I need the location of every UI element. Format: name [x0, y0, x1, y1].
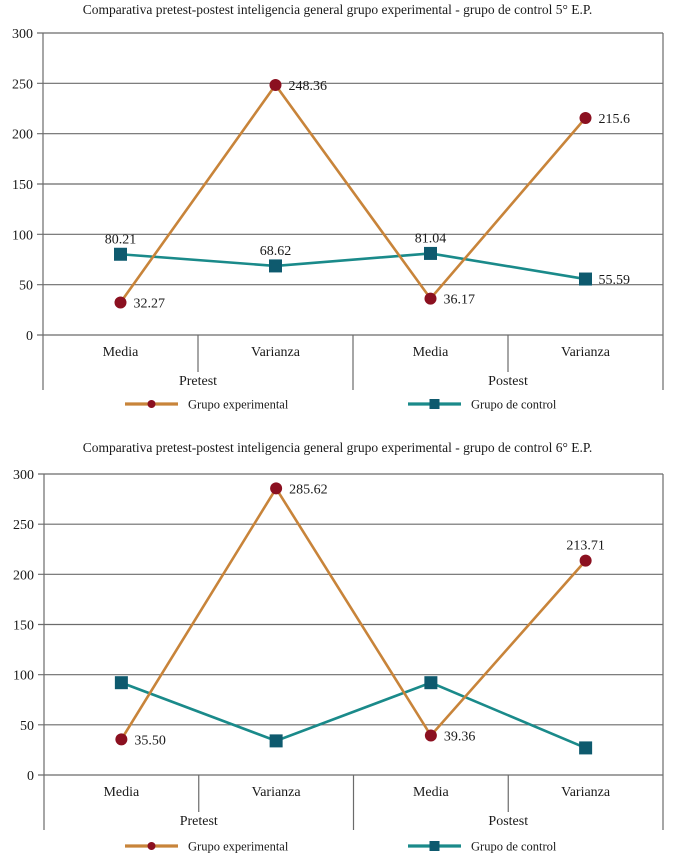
chart-title: Comparativa pretest-postest inteligencia… — [82, 2, 593, 17]
legend-marker-square-icon — [429, 399, 440, 409]
data-label: 68.62 — [260, 244, 292, 259]
data-label: 80.21 — [105, 232, 137, 247]
chart-title: Comparativa pretest-postest inteligencia… — [82, 440, 593, 455]
data-label: 248.36 — [289, 79, 328, 94]
data-point-experimental — [270, 482, 283, 495]
y-tick-label: 100 — [12, 228, 33, 243]
data-point-experimental — [579, 554, 592, 567]
data-point-control — [424, 246, 437, 260]
data-point-control — [424, 676, 438, 690]
x-tick-label: Media — [413, 785, 450, 800]
line-chart-5ep: 0 50 100 150 200 250 300 Media Varianza Media Vari… — [12, 27, 664, 412]
y-tick-label: 250 — [12, 77, 33, 92]
data-point-experimental — [424, 729, 437, 742]
legend-label: Grupo de control — [471, 840, 557, 854]
data-point-control — [269, 734, 283, 748]
y-tick-label: 150 — [13, 619, 34, 634]
data-label: 36.17 — [444, 293, 476, 308]
data-point-experimental — [579, 111, 592, 124]
x-tick-label: Varianza — [561, 785, 611, 800]
x-tick-label: Media — [103, 345, 140, 360]
y-tick-label: 200 — [13, 568, 34, 583]
legend-label: Grupo experimental — [188, 840, 289, 854]
y-tick-label: 300 — [13, 468, 34, 483]
group-label: Postest — [488, 374, 528, 389]
legend-label: Grupo experimental — [188, 398, 289, 412]
legend-marker-circle-icon — [147, 842, 156, 850]
data-label: 32.27 — [134, 297, 166, 312]
data-point-control — [579, 741, 593, 755]
series-line-control — [120, 252, 586, 281]
y-tick-label: 0 — [26, 329, 33, 344]
group-label: Pretest — [180, 814, 218, 829]
x-tick-label: Varianza — [252, 785, 302, 800]
y-tick-label: 150 — [12, 178, 33, 193]
legend-label: Grupo de control — [471, 398, 557, 412]
group-label: Postest — [488, 814, 528, 829]
x-tick-label: Varianza — [561, 345, 611, 360]
y-tick-label: 250 — [13, 518, 34, 533]
x-tick-label: Varianza — [251, 345, 301, 360]
data-point-experimental — [115, 733, 128, 746]
data-label: 39.36 — [444, 730, 476, 745]
data-label: 213.71 — [566, 539, 605, 554]
y-tick-label: 0 — [27, 769, 34, 784]
y-tick-label: 50 — [19, 279, 33, 294]
y-tick-label: 100 — [13, 669, 34, 684]
line-chart-6ep: 0 50 100 150 200 250 300 Media Varianza Media Vari… — [13, 468, 664, 854]
data-point-experimental — [269, 78, 282, 91]
y-tick-label: 200 — [12, 128, 33, 143]
data-point-control — [579, 272, 592, 286]
data-point-experimental — [424, 292, 437, 305]
series-line-control — [120, 681, 587, 750]
data-label: 55.59 — [599, 273, 631, 288]
data-point-experimental — [114, 296, 127, 309]
series-line-experimental — [120, 485, 587, 741]
data-label: 35.50 — [134, 733, 166, 748]
series-line-experimental — [119, 82, 587, 304]
data-point-control — [114, 676, 128, 690]
data-label: 81.04 — [415, 231, 447, 246]
legend-marker-circle-icon — [147, 400, 156, 408]
data-point-control — [269, 259, 282, 273]
y-tick-label: 300 — [12, 27, 33, 42]
data-point-control — [114, 247, 127, 261]
x-tick-label: Media — [413, 345, 450, 360]
x-tick-label: Media — [103, 785, 140, 800]
data-label: 215.6 — [599, 112, 631, 127]
y-tick-label: 50 — [20, 719, 34, 734]
group-label: Pretest — [179, 374, 217, 389]
data-label: 285.62 — [289, 482, 328, 497]
legend-marker-square-icon — [429, 841, 440, 851]
